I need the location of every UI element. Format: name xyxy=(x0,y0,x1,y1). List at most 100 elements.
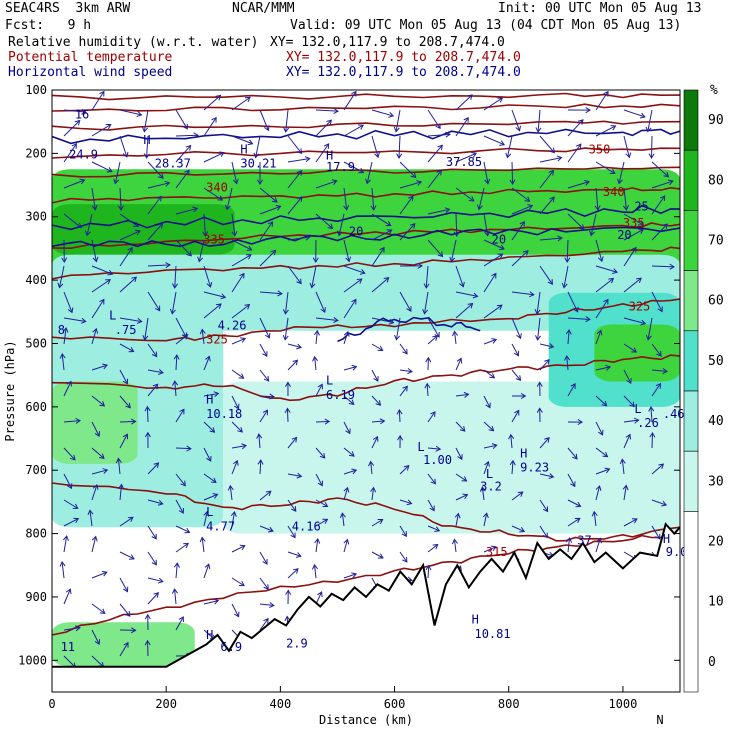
y-tick-label: 800 xyxy=(25,527,47,541)
wind-vector xyxy=(119,433,129,449)
wind-vector xyxy=(91,395,106,407)
colorbar-bin xyxy=(683,390,699,452)
wind-vector xyxy=(63,108,87,115)
wind-vector xyxy=(483,443,498,450)
wind-vector xyxy=(91,327,99,345)
wind-vector xyxy=(172,380,179,397)
wind-vector xyxy=(259,490,272,501)
contour-label: 325 xyxy=(629,300,651,314)
y-tick-label: 300 xyxy=(25,210,47,224)
wind-vector xyxy=(231,213,238,237)
wind-vector xyxy=(483,421,495,432)
wind-vector xyxy=(509,161,516,185)
contour-label: 9.23 xyxy=(520,460,549,474)
wind-vector xyxy=(63,499,79,509)
wind-vector xyxy=(423,265,430,289)
theta-contour-325 xyxy=(52,354,680,402)
wind-vector xyxy=(175,525,191,534)
colorbar-bin xyxy=(683,330,699,392)
wind-vector xyxy=(175,132,199,139)
contour-label: 2.9 xyxy=(286,637,308,651)
wind-vector xyxy=(483,239,505,251)
x-tick-label: 600 xyxy=(384,697,406,711)
wind-vector xyxy=(309,265,317,289)
contour-label: H xyxy=(663,532,670,546)
x-end-right-label: N xyxy=(656,713,663,727)
colorbar-bin xyxy=(683,149,699,211)
wind-vector xyxy=(259,221,274,241)
wind-vector xyxy=(482,512,489,527)
wind-vector xyxy=(315,291,326,314)
wind-vector xyxy=(315,473,323,487)
wind-vector xyxy=(539,265,553,285)
wind-vector xyxy=(313,329,320,345)
colorbar-bin xyxy=(683,511,699,693)
wind-vector xyxy=(651,382,662,397)
wind-vector xyxy=(594,187,601,211)
wind-vector xyxy=(539,169,554,189)
wind-vector xyxy=(399,262,423,269)
wind-vector xyxy=(425,356,432,371)
wind-vector xyxy=(259,577,269,590)
wind-vector xyxy=(365,161,373,185)
wind-vector xyxy=(567,419,584,426)
wind-vector xyxy=(175,499,184,514)
wind-vector xyxy=(539,135,555,154)
wind-vector xyxy=(287,436,298,449)
wind-contour-20 xyxy=(52,226,680,248)
wind-vector xyxy=(370,486,377,501)
wind-vector xyxy=(57,265,65,289)
wind-vector xyxy=(285,589,292,605)
wind-vector xyxy=(203,563,211,579)
wind-vector xyxy=(142,109,149,133)
wind-vector xyxy=(648,406,655,423)
wind-vector xyxy=(534,291,541,315)
wind-vector xyxy=(483,545,497,553)
wind-vector xyxy=(622,484,629,501)
wind-vector xyxy=(231,161,239,185)
wind-vector xyxy=(231,544,246,553)
wind-vector xyxy=(343,364,358,371)
wind-vector xyxy=(623,518,638,527)
wind-vector xyxy=(91,447,105,460)
colorbar-bin xyxy=(683,89,699,151)
wind-vector xyxy=(63,447,76,461)
wind-vector xyxy=(119,395,131,409)
contour-label: 10.18 xyxy=(206,407,242,421)
x-tick-label: 200 xyxy=(155,697,177,711)
wind-vector xyxy=(259,393,275,400)
wind-vector xyxy=(63,588,72,605)
colorbar-bin xyxy=(683,450,699,512)
wind-vector xyxy=(91,90,105,111)
wind-vector xyxy=(455,447,463,461)
wind-vector xyxy=(371,317,395,325)
wind-vector xyxy=(315,518,329,527)
forecast-hour: Fcst: 9 h xyxy=(5,18,92,33)
wind-vector xyxy=(399,499,413,506)
wind-vector xyxy=(651,263,675,270)
wind-vector xyxy=(203,598,220,605)
wind-vector xyxy=(231,96,251,111)
wind-vector xyxy=(595,364,612,371)
wind-vector xyxy=(623,395,635,408)
wind-vector xyxy=(567,447,578,460)
wind-vector xyxy=(455,421,466,432)
contour-label: 20 xyxy=(617,228,631,242)
wind-vector xyxy=(567,517,581,527)
wind-vector xyxy=(371,435,379,449)
wind-vector xyxy=(343,161,365,174)
field-theta-xy: XY= 132.0,117.9 to 208.7,474.0 xyxy=(286,50,521,65)
wind-vector xyxy=(117,187,124,211)
wind-vector xyxy=(567,213,585,230)
wind-vector xyxy=(511,250,529,267)
wind-vector xyxy=(595,239,604,263)
wind-vector xyxy=(371,213,392,227)
wind-vector xyxy=(203,303,222,319)
wind-vector xyxy=(396,135,403,159)
rh-region-2 xyxy=(52,254,680,331)
wind-vector xyxy=(63,380,72,397)
contour-label: H xyxy=(520,447,527,461)
wind-vector xyxy=(399,223,416,241)
wind-vector xyxy=(511,220,525,241)
